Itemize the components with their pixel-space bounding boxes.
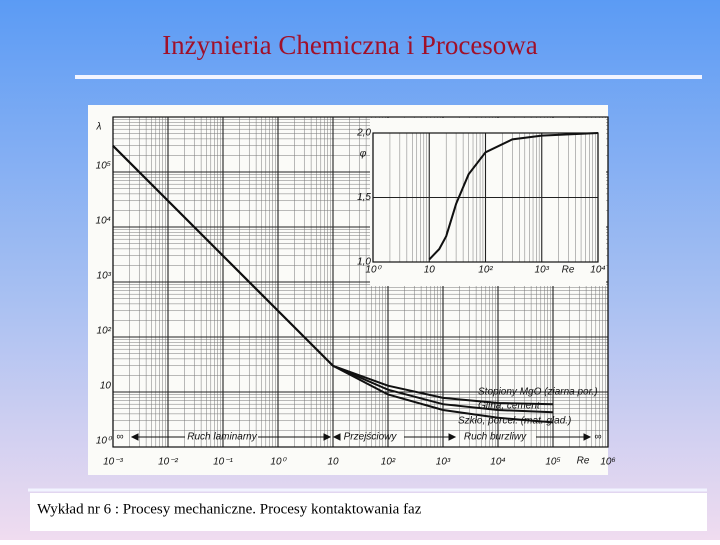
x-tick-label: 10⁵ [545, 457, 560, 468]
x-tick-label: 10⁴ [490, 457, 505, 468]
regime-label: Ruch laminarny [187, 432, 257, 443]
y-tick-label: 1,5 [357, 192, 371, 203]
x-axis-label: Re [562, 265, 575, 276]
regime-label: ∞ [594, 432, 601, 443]
y-tick-label: 10⁴ [96, 216, 111, 227]
y-tick-label: 10² [97, 326, 112, 337]
inset-background [370, 118, 606, 286]
x-tick-label: 10⁴ [590, 265, 605, 276]
x-tick-label: 10² [478, 265, 493, 276]
x-tick-label: 10³ [535, 265, 550, 276]
x-tick-label: 10⁰ [365, 265, 382, 276]
x-tick-label: 10 [424, 265, 436, 276]
regime-label: ∞ [116, 432, 123, 443]
footer-text: Wykład nr 6 : Procesy mechaniczne. Proce… [37, 501, 422, 517]
y-tick-label: 2,0 [356, 128, 371, 139]
plot-frame [372, 132, 599, 263]
x-tick-label: 10⁻² [158, 457, 178, 468]
y-tick-label: 10⁰ [96, 436, 113, 447]
regime-label: Przejściowy [344, 432, 398, 443]
regime-arrows [130, 433, 592, 441]
y-tick-label: 10³ [97, 271, 112, 282]
x-tick-label: 10⁰ [270, 457, 287, 468]
x-tick-label: 10² [381, 457, 396, 468]
series-label: Szkło, porcel. (mat. gład.) [458, 416, 571, 427]
y-tick-label: 1,0 [357, 257, 371, 268]
x-tick-label: 10 [327, 457, 339, 468]
x-tick-label: 10⁻³ [103, 457, 123, 468]
series-line [428, 132, 599, 261]
y-axis-label: λ [96, 122, 102, 133]
slide-title: Inżynieria Chemiczna i Procesowa [162, 30, 538, 60]
footer-box [30, 493, 707, 531]
series-label: Stopiony MgO (ziarna por.) [478, 387, 598, 398]
x-axis-label: Re [577, 456, 590, 467]
x-tick-label: 10⁶ [600, 457, 615, 468]
series-label: Glina, cement [478, 401, 541, 412]
x-tick-label: 10³ [436, 457, 451, 468]
inset-chart: 10⁰ 10 10² 10³ 10⁴ 1,0 1,5 2,0 φ Re [356, 128, 606, 276]
y-axis-label: φ [360, 149, 367, 160]
y-tick-label: 10⁵ [96, 161, 111, 172]
regime-label: Ruch burzliwy [464, 432, 527, 443]
x-tick-label: 10⁻¹ [213, 457, 233, 468]
series-line [112, 145, 554, 424]
y-tick-label: 10 [100, 381, 112, 392]
plot-frame [112, 116, 609, 448]
